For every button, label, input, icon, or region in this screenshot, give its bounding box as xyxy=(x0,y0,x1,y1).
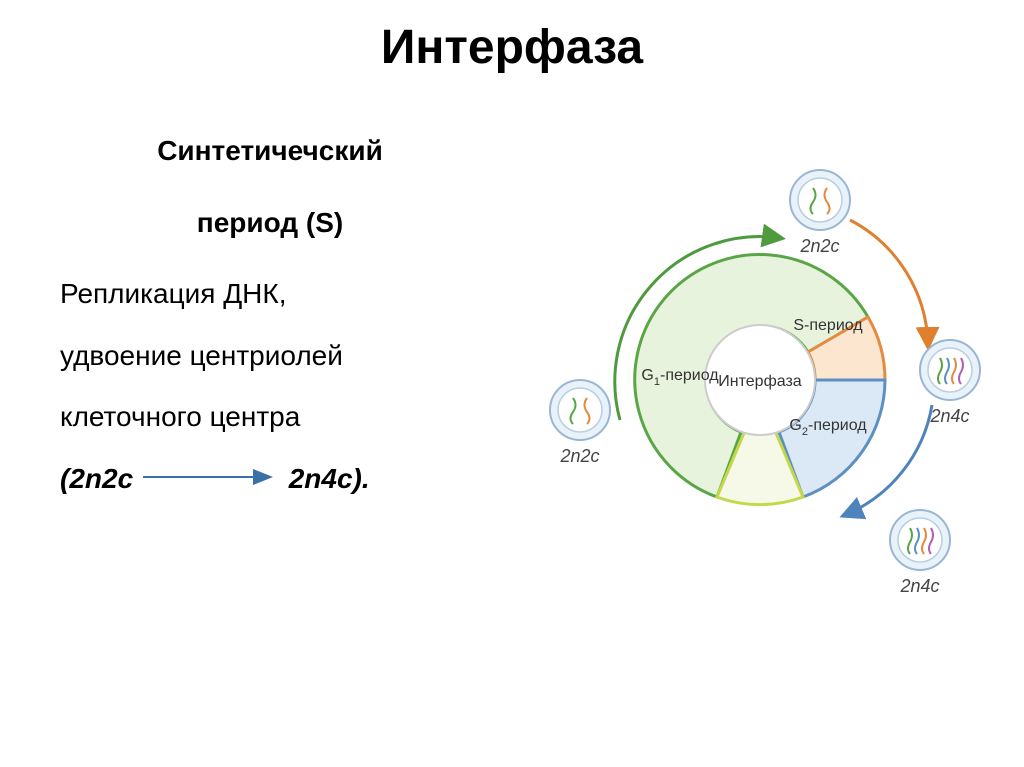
subtitle-line1: Синтетичечский xyxy=(60,120,480,182)
cell-bottom-label: 2n4c xyxy=(899,576,939,596)
s-label: S-период xyxy=(793,317,863,334)
cell-right xyxy=(920,340,980,400)
center-label: Интерфаза xyxy=(718,373,802,390)
formula-arrow-icon xyxy=(141,447,281,509)
cell-top xyxy=(790,170,850,230)
cell-left xyxy=(550,380,610,440)
formula-from: (2n2c xyxy=(60,463,133,494)
cell-bottom xyxy=(890,510,950,570)
formula-to: 2n4c). xyxy=(289,463,370,494)
cell-left-label: 2n2c xyxy=(559,446,599,466)
body-line-1: Репликация ДНК, xyxy=(60,263,480,325)
cell-top-label: 2n2c xyxy=(799,236,839,256)
cell-right-label: 2n4c xyxy=(929,406,969,426)
interphase-diagram: Интерфаза G1-период S-период G2-период 2… xyxy=(520,120,1000,600)
formula-line: (2n2c 2n4c). xyxy=(60,448,480,511)
body-line-3: клеточного центра xyxy=(60,386,480,448)
body-line-2: удвоение центриолей xyxy=(60,325,480,387)
description-block: Синтетичечский период (S) Репликация ДНК… xyxy=(60,120,480,511)
subtitle-line2: период (S) xyxy=(60,192,480,254)
page-title: Интерфаза xyxy=(0,20,1024,75)
